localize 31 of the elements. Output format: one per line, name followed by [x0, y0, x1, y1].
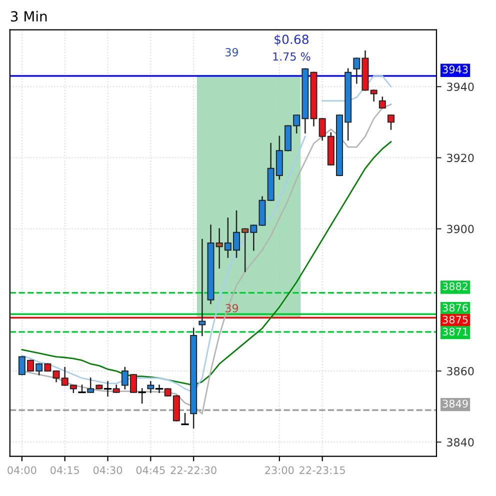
- annotation: 1.75 %: [273, 52, 310, 61]
- annotation: $0.68: [274, 34, 308, 46]
- x-tick-label: 04:15: [50, 466, 79, 474]
- x-tick-label: 23:00: [265, 466, 294, 474]
- candlestick: [378, 96, 386, 109]
- candlestick: [147, 381, 154, 393]
- annotation: 39: [226, 304, 238, 312]
- y-tick-label: 3900: [447, 224, 474, 234]
- candlestick: [370, 90, 378, 102]
- y-tick-label: 3940: [447, 82, 474, 92]
- ref-line-label: 3875: [442, 316, 468, 324]
- y-tick-label: 3920: [447, 154, 474, 162]
- candlestick: [388, 114, 394, 130]
- y-tick-label: 3840: [447, 438, 474, 446]
- y-tick-label: 3860: [447, 366, 474, 376]
- annotation: 39: [226, 48, 238, 56]
- line-series: [21, 141, 392, 386]
- candlestick: [181, 413, 189, 426]
- candlestick: [198, 238, 206, 336]
- x-tick-label: 04:45: [136, 466, 165, 474]
- chart-title: 3 Min: [10, 10, 47, 22]
- ref-line-label: 3882: [442, 282, 468, 290]
- candlestick: [353, 58, 360, 84]
- x-tick-label: 22-22:30: [170, 466, 216, 474]
- ref-line-label: 3943: [442, 66, 468, 74]
- x-tick-label: 04:30: [93, 466, 122, 474]
- ref-line-label: 3871: [442, 328, 468, 336]
- x-tick-label: 22-23:15: [300, 466, 345, 474]
- ref-line-label: 3876: [442, 304, 468, 312]
- x-tick-label: 04:00: [8, 466, 36, 474]
- ref-line-label: 3849: [442, 400, 468, 408]
